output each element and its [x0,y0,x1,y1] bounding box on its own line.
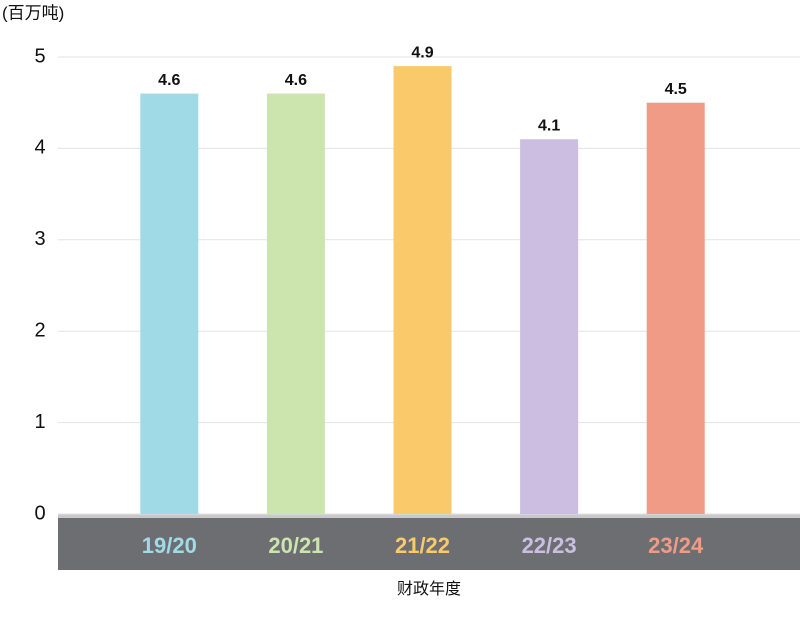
y-axis-label: (百万吨) [2,3,64,22]
value-label: 4.6 [285,72,307,89]
x-tick-label: 22/23 [522,533,577,558]
y-tick-label: 5 [34,45,45,67]
value-label: 4.9 [411,44,433,61]
x-axis-label: 财政年度 [397,580,461,598]
bar [520,139,579,514]
y-tick-label: 1 [34,411,45,433]
value-label: 4.6 [158,72,180,89]
value-label: 4.5 [665,81,687,98]
y-tick-label: 4 [34,137,45,159]
bar [266,93,325,514]
bar [393,66,452,514]
y-tick-label: 2 [34,319,45,341]
x-tick-label: 23/24 [648,533,704,558]
y-tick-label: 3 [34,228,45,250]
value-label: 4.1 [538,117,560,134]
baseline [58,514,800,518]
x-tick-label: 20/21 [268,533,323,558]
category-band [58,517,800,570]
x-tick-label: 21/22 [395,533,450,558]
y-tick-label: 0 [34,502,45,524]
bar [140,93,199,514]
x-tick-label: 19/20 [142,533,197,558]
bar [646,102,705,514]
